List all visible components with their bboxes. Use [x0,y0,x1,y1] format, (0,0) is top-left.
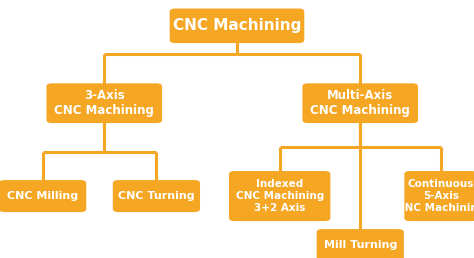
Text: CNC Machining: CNC Machining [173,18,301,33]
FancyBboxPatch shape [46,83,162,123]
Text: CNC Milling: CNC Milling [7,191,78,201]
FancyBboxPatch shape [113,180,200,212]
Text: Mill Turning: Mill Turning [324,240,397,250]
Text: CNC Turning: CNC Turning [118,191,195,201]
FancyBboxPatch shape [404,171,474,221]
Text: Continuous
5-Axis
CNC Machining: Continuous 5-Axis CNC Machining [397,179,474,213]
FancyBboxPatch shape [229,171,330,221]
FancyBboxPatch shape [302,83,418,123]
FancyBboxPatch shape [317,229,404,258]
Text: Multi-Axis
CNC Machining: Multi-Axis CNC Machining [310,89,410,117]
Text: 3-Axis
CNC Machining: 3-Axis CNC Machining [55,89,154,117]
FancyBboxPatch shape [0,180,86,212]
Text: Indexed
CNC Machining
3+2 Axis: Indexed CNC Machining 3+2 Axis [236,179,324,213]
FancyBboxPatch shape [170,9,304,43]
